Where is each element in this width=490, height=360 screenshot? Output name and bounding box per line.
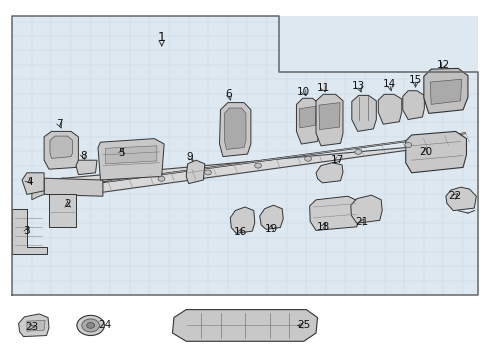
Text: 10: 10 <box>297 87 310 97</box>
Polygon shape <box>98 139 164 180</box>
Polygon shape <box>352 95 376 131</box>
Polygon shape <box>44 133 466 194</box>
Text: 25: 25 <box>297 320 311 330</box>
Polygon shape <box>12 209 47 254</box>
Text: 23: 23 <box>25 322 39 332</box>
Polygon shape <box>424 68 468 113</box>
Polygon shape <box>19 314 49 337</box>
Polygon shape <box>22 173 44 194</box>
Text: 21: 21 <box>355 217 368 228</box>
Text: 1: 1 <box>158 31 166 44</box>
Polygon shape <box>319 103 340 130</box>
Text: 18: 18 <box>317 222 330 232</box>
Text: 6: 6 <box>225 89 232 99</box>
Text: 24: 24 <box>98 320 112 330</box>
Polygon shape <box>296 98 319 144</box>
Text: 12: 12 <box>437 60 450 70</box>
Circle shape <box>255 163 262 168</box>
Text: 7: 7 <box>56 119 63 129</box>
Polygon shape <box>403 91 424 120</box>
Polygon shape <box>27 320 45 331</box>
Polygon shape <box>105 146 157 164</box>
Polygon shape <box>430 79 462 104</box>
Text: 17: 17 <box>330 155 344 165</box>
Text: 8: 8 <box>80 150 87 161</box>
Text: 3: 3 <box>24 226 30 236</box>
Text: 20: 20 <box>419 147 432 157</box>
Polygon shape <box>220 103 251 157</box>
Text: 5: 5 <box>118 148 125 158</box>
Polygon shape <box>186 160 205 184</box>
Text: 19: 19 <box>264 224 278 234</box>
Text: 2: 2 <box>64 199 71 209</box>
Polygon shape <box>446 187 476 211</box>
Polygon shape <box>316 94 343 146</box>
Text: 4: 4 <box>26 177 33 187</box>
Circle shape <box>77 315 104 336</box>
Text: 13: 13 <box>352 81 366 91</box>
Polygon shape <box>406 131 466 173</box>
Polygon shape <box>224 108 246 149</box>
Polygon shape <box>172 310 318 341</box>
Circle shape <box>305 156 312 161</box>
Polygon shape <box>44 178 103 196</box>
Text: 9: 9 <box>187 152 194 162</box>
Text: 22: 22 <box>448 191 462 201</box>
Text: 15: 15 <box>409 75 422 85</box>
Polygon shape <box>279 16 478 72</box>
Polygon shape <box>44 131 78 169</box>
Polygon shape <box>378 94 402 124</box>
Polygon shape <box>32 178 44 200</box>
Text: 16: 16 <box>233 227 247 237</box>
Circle shape <box>82 319 99 332</box>
Text: 11: 11 <box>317 83 330 93</box>
Polygon shape <box>76 160 97 175</box>
Circle shape <box>158 176 165 181</box>
Text: 14: 14 <box>383 78 396 89</box>
Circle shape <box>355 149 362 154</box>
Polygon shape <box>50 136 73 158</box>
Circle shape <box>204 170 211 175</box>
Polygon shape <box>108 132 466 182</box>
Polygon shape <box>310 196 360 230</box>
Polygon shape <box>316 163 343 183</box>
Circle shape <box>405 143 412 148</box>
Polygon shape <box>351 195 382 223</box>
Polygon shape <box>230 207 255 233</box>
Polygon shape <box>12 16 478 295</box>
Polygon shape <box>299 106 316 128</box>
Polygon shape <box>49 194 76 227</box>
Polygon shape <box>260 205 283 229</box>
Circle shape <box>87 323 95 328</box>
